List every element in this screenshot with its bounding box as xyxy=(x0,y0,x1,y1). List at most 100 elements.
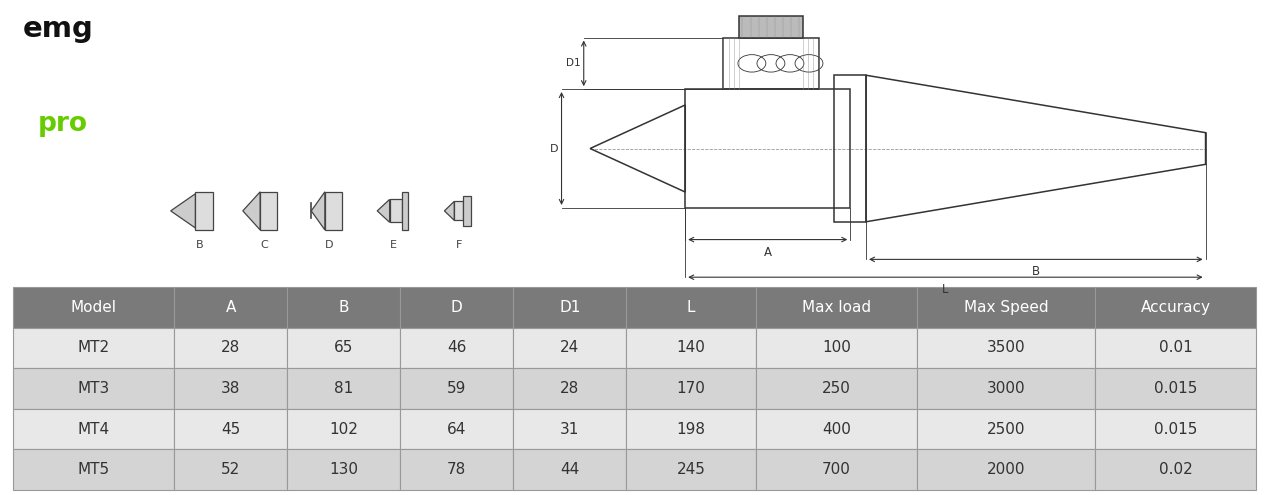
Text: emg: emg xyxy=(23,15,94,43)
Text: 28: 28 xyxy=(561,381,580,396)
Bar xyxy=(627,368,755,409)
Bar xyxy=(400,449,514,490)
Bar xyxy=(755,449,917,490)
Bar xyxy=(755,409,917,449)
Bar xyxy=(755,287,917,328)
Text: 64: 64 xyxy=(447,422,467,437)
Bar xyxy=(325,192,343,230)
Text: 24: 24 xyxy=(561,341,580,355)
Text: MT3: MT3 xyxy=(77,381,109,396)
Text: 400: 400 xyxy=(822,422,850,437)
Bar xyxy=(174,409,287,449)
Text: B: B xyxy=(339,300,349,315)
Bar xyxy=(627,287,755,328)
Bar xyxy=(174,368,287,409)
Bar xyxy=(917,409,1095,449)
Text: 44: 44 xyxy=(561,462,580,477)
Text: 45: 45 xyxy=(221,422,240,437)
Bar xyxy=(390,199,401,222)
Bar xyxy=(685,89,850,208)
Bar xyxy=(287,368,400,409)
Bar xyxy=(514,328,627,368)
Bar xyxy=(835,75,865,222)
Text: 250: 250 xyxy=(822,381,850,396)
Text: 0.015: 0.015 xyxy=(1154,422,1197,437)
Bar xyxy=(13,287,174,328)
Text: 78: 78 xyxy=(447,462,467,477)
Text: 2500: 2500 xyxy=(987,422,1025,437)
Text: D: D xyxy=(450,300,463,315)
Bar xyxy=(514,409,627,449)
Bar xyxy=(514,368,627,409)
Text: MT2: MT2 xyxy=(77,341,109,355)
Polygon shape xyxy=(170,194,195,228)
Bar xyxy=(917,449,1095,490)
Text: Model: Model xyxy=(71,300,117,315)
Text: L: L xyxy=(687,300,695,315)
Polygon shape xyxy=(444,201,454,220)
Text: 700: 700 xyxy=(822,462,850,477)
Bar xyxy=(755,328,917,368)
Text: D1: D1 xyxy=(566,58,581,68)
Text: 102: 102 xyxy=(330,422,358,437)
Text: 198: 198 xyxy=(676,422,706,437)
Bar xyxy=(13,449,174,490)
Text: L: L xyxy=(942,283,949,296)
Text: B: B xyxy=(195,240,203,250)
Polygon shape xyxy=(377,199,390,222)
Bar xyxy=(174,328,287,368)
Bar xyxy=(401,192,407,230)
Text: 100: 100 xyxy=(822,341,850,355)
Bar xyxy=(514,287,627,328)
Bar xyxy=(454,201,463,220)
Text: D1: D1 xyxy=(560,300,581,315)
Bar xyxy=(287,287,400,328)
Text: 0.015: 0.015 xyxy=(1154,381,1197,396)
Bar xyxy=(174,287,287,328)
Text: 245: 245 xyxy=(676,462,706,477)
Bar xyxy=(1095,328,1256,368)
Text: MT4: MT4 xyxy=(77,422,109,437)
Bar xyxy=(627,409,755,449)
Bar xyxy=(287,409,400,449)
Polygon shape xyxy=(311,192,325,230)
Text: 59: 59 xyxy=(447,381,467,396)
Text: A: A xyxy=(226,300,236,315)
Text: F: F xyxy=(456,240,462,250)
Bar xyxy=(13,368,174,409)
Text: 46: 46 xyxy=(447,341,467,355)
Bar xyxy=(917,368,1095,409)
Text: 3000: 3000 xyxy=(987,381,1025,396)
Text: 130: 130 xyxy=(329,462,358,477)
Text: 38: 38 xyxy=(221,381,240,396)
Bar xyxy=(917,287,1095,328)
Text: B: B xyxy=(1032,265,1039,278)
Bar xyxy=(723,38,819,89)
Bar xyxy=(1095,409,1256,449)
Bar xyxy=(287,328,400,368)
Bar xyxy=(400,368,514,409)
Bar xyxy=(1095,287,1256,328)
Bar xyxy=(287,449,400,490)
Bar xyxy=(13,409,174,449)
Text: Max Speed: Max Speed xyxy=(963,300,1048,315)
Bar xyxy=(174,449,287,490)
Bar xyxy=(400,287,514,328)
Text: 52: 52 xyxy=(221,462,240,477)
Bar xyxy=(514,449,627,490)
Text: MT5: MT5 xyxy=(77,462,109,477)
Text: 2000: 2000 xyxy=(987,462,1025,477)
Bar xyxy=(400,409,514,449)
Bar xyxy=(627,328,755,368)
Bar xyxy=(627,449,755,490)
Text: E: E xyxy=(391,240,397,250)
Polygon shape xyxy=(242,192,260,230)
Text: 0.02: 0.02 xyxy=(1159,462,1193,477)
Text: C: C xyxy=(260,240,268,250)
Text: D: D xyxy=(549,144,558,153)
Text: 31: 31 xyxy=(560,422,580,437)
Text: Max load: Max load xyxy=(802,300,871,315)
Bar xyxy=(463,196,471,226)
Bar xyxy=(739,16,803,38)
Text: 140: 140 xyxy=(676,341,706,355)
